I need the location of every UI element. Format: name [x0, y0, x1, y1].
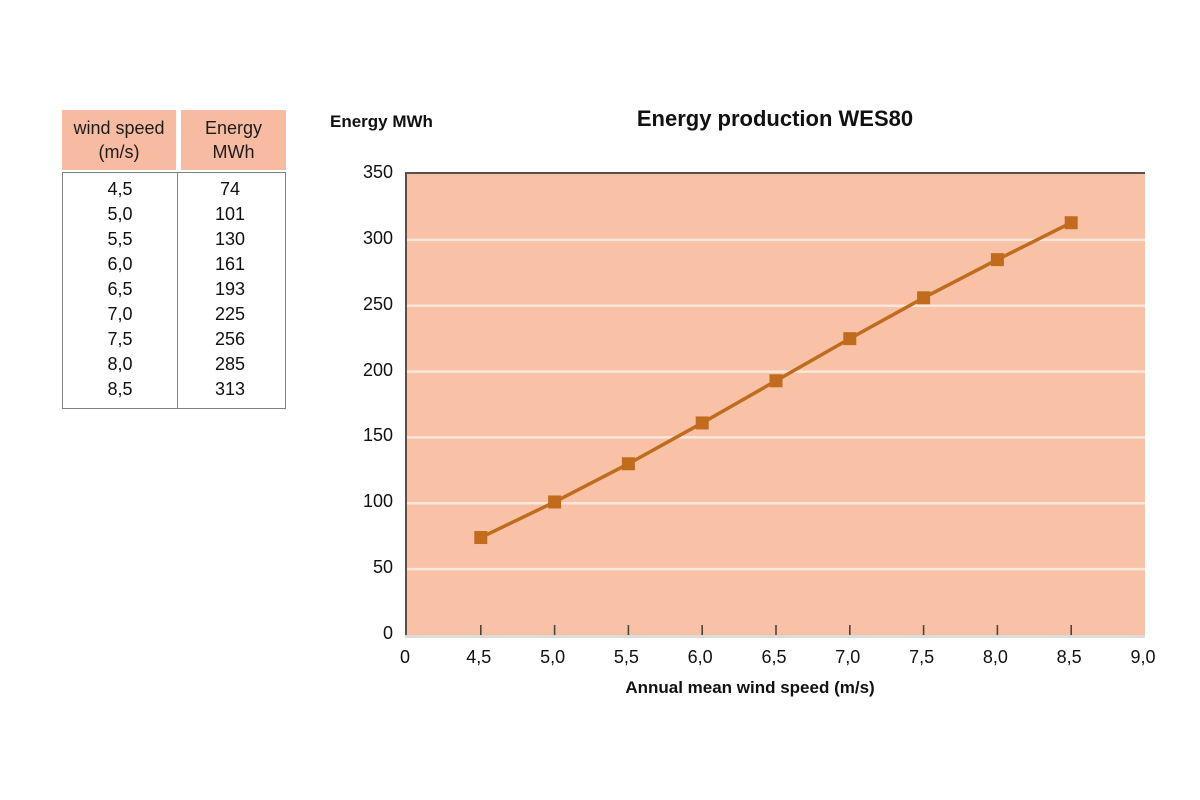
table-cell-energy: 256: [214, 329, 246, 349]
table-cell-energy: 101: [214, 204, 246, 224]
y-tick-label: 300: [362, 227, 393, 248]
data-point-marker: [695, 416, 709, 430]
table-cell-speed: 7,0: [107, 304, 133, 324]
table-column-windspeed: 4,5 5,0 5,5 6,0 6,5 7,0 7,5 8,0 8,5: [63, 173, 178, 408]
data-point-marker: [917, 291, 931, 305]
table-header-energy-line1: Energy: [204, 118, 263, 138]
table-cell-energy: 285: [214, 354, 246, 374]
table-header-windspeed-line1: wind speed: [73, 118, 165, 138]
table-cell-energy: 130: [214, 229, 246, 249]
data-point-marker: [474, 531, 488, 545]
data-point-marker: [843, 332, 857, 346]
x-tick-label: 4,5: [466, 647, 492, 667]
x-axis-title: Annual mean wind speed (m/s): [625, 678, 875, 697]
y-tick-label: 0: [382, 623, 393, 643]
chart-title: Energy production WES80: [636, 106, 914, 131]
x-tick-label: 8,5: [1056, 647, 1082, 667]
y-tick-label: 200: [362, 359, 393, 380]
y-tick-label: 250: [362, 293, 393, 314]
y-axis-title: Energy MWh: [330, 112, 433, 131]
y-tick-label: 50: [372, 557, 393, 578]
table-cell-speed: 6,0: [107, 254, 133, 274]
table-cell-energy: 161: [214, 254, 246, 274]
table-body: 4,5 5,0 5,5 6,0 6,5 7,0 7,5 8,0 8,5 74 101 130 161 1…: [62, 172, 286, 409]
y-tick-label: 150: [362, 425, 393, 446]
data-point-marker: [769, 374, 783, 388]
x-tick-label: 6,5: [761, 647, 787, 667]
x-tick-label: 7,0: [835, 647, 861, 667]
table-header-windspeed: wind speed (m/s): [62, 110, 176, 170]
table-cell-energy: 313: [214, 379, 246, 399]
data-point-marker: [990, 253, 1004, 267]
x-tick-label: 9,0: [1130, 647, 1156, 667]
table-header-row: wind speed (m/s) Energy MWh: [62, 110, 286, 170]
table-cell-energy: 74: [219, 179, 241, 199]
data-point-marker: [621, 457, 635, 471]
y-tick-label: 100: [362, 491, 393, 512]
y-tick-label: 350: [362, 162, 393, 182]
x-tick-label: 0: [399, 647, 410, 667]
table-cell-energy: 193: [214, 279, 246, 299]
x-tick-label: 7,5: [909, 647, 935, 667]
table-cell-energy: 225: [214, 304, 246, 324]
x-tick-label: 6,0: [687, 647, 713, 667]
data-point-marker: [548, 495, 562, 509]
table-cell-speed: 7,5: [107, 329, 133, 349]
table-header-energy: Energy MWh: [181, 110, 286, 170]
line-chart-svg: [407, 174, 1145, 635]
table-cell-speed: 5,5: [107, 229, 133, 249]
table-header-windspeed-line2: (m/s): [98, 142, 140, 162]
table-cell-speed: 6,5: [107, 279, 133, 299]
x-tick-label: 5,0: [540, 647, 566, 667]
table-cell-speed: 4,5: [107, 179, 133, 199]
x-tick-label: 8,0: [982, 647, 1008, 667]
wind-energy-table: wind speed (m/s) Energy MWh 4,5 5,0 5,5 6,0…: [62, 110, 286, 409]
table-cell-speed: 8,5: [107, 379, 133, 399]
data-point-marker: [1064, 216, 1078, 230]
table-column-energy: 74 101 130 161 193 225 256 285 313: [178, 173, 282, 408]
table-cell-speed: 8,0: [107, 354, 133, 374]
table-cell-speed: 5,0: [107, 204, 133, 224]
plot-area: [405, 172, 1145, 635]
table-header-energy-line2: MWh: [212, 142, 255, 162]
x-tick-label: 5,5: [613, 647, 639, 667]
plot-background: [407, 174, 1145, 635]
